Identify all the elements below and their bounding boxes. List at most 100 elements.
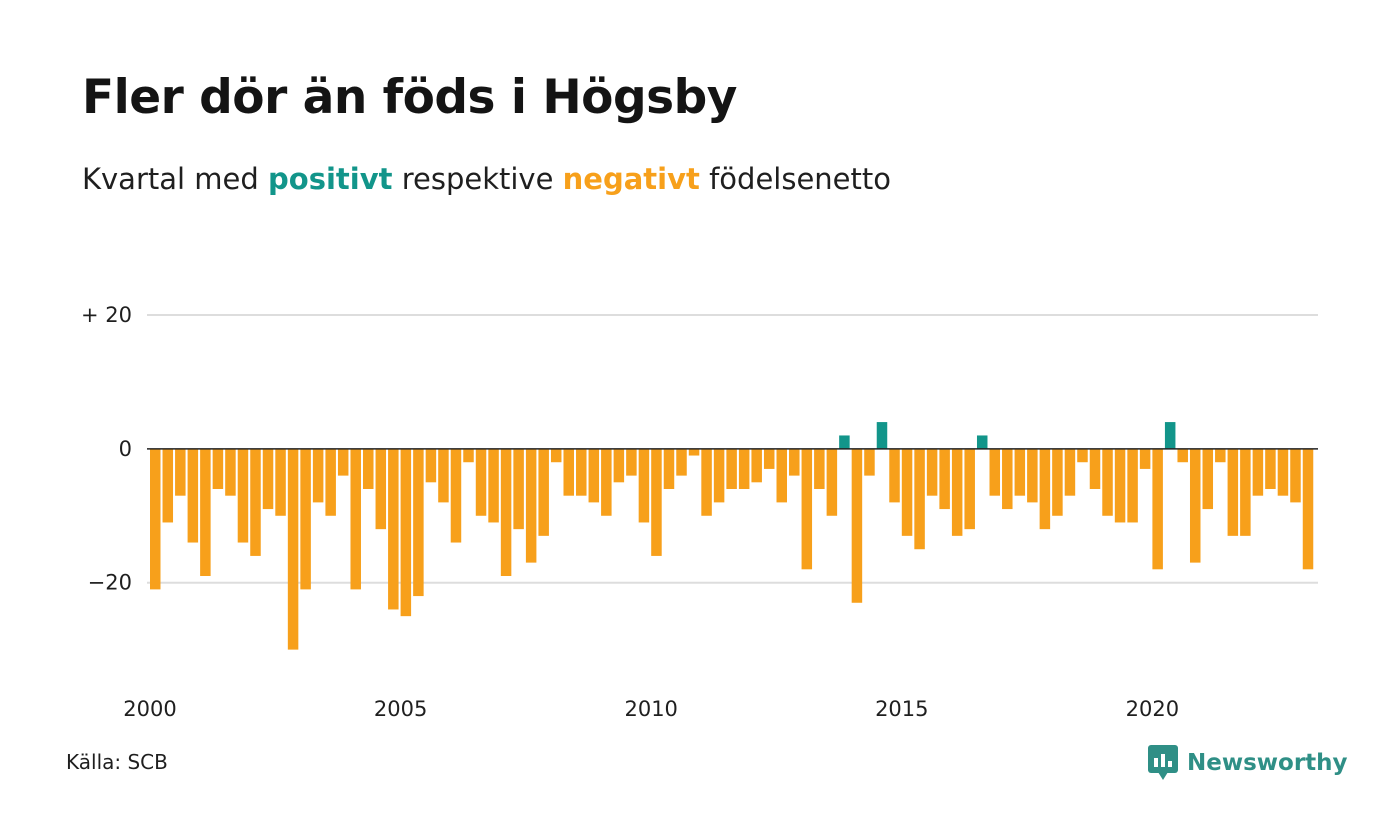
x-tick-label: 2005 (374, 697, 427, 721)
bar (212, 448, 224, 489)
bar (262, 448, 274, 510)
bar (1215, 448, 1226, 463)
bar (425, 448, 437, 483)
bar (876, 422, 888, 449)
bar (150, 448, 161, 590)
bar (225, 448, 236, 496)
bar (1052, 448, 1063, 516)
bar (713, 448, 725, 503)
bar (1202, 448, 1214, 510)
bar (939, 448, 950, 510)
bar (914, 448, 925, 550)
bar (325, 448, 336, 516)
bar (400, 448, 412, 617)
bar (1089, 448, 1101, 489)
bar (889, 448, 900, 503)
bar (638, 448, 650, 523)
bar (964, 448, 975, 530)
bar (789, 448, 800, 476)
bar (538, 448, 549, 536)
bar (463, 448, 474, 463)
bar (250, 448, 261, 556)
bar (651, 448, 662, 556)
bar (701, 448, 712, 516)
bar (1127, 448, 1138, 523)
bar (312, 448, 324, 503)
bar (200, 448, 211, 576)
bar (738, 448, 750, 489)
bar (613, 448, 625, 483)
bar (450, 448, 462, 543)
bar (488, 448, 499, 523)
y-tick-label: + 20 (81, 303, 132, 327)
bar (375, 448, 387, 530)
bar (1252, 448, 1264, 496)
chart-subtitle: Kvartal med positivt respektive negativt… (82, 162, 891, 196)
bar (851, 448, 863, 603)
bar (1077, 448, 1088, 463)
bar (776, 448, 787, 503)
brand-logo: Newsworthy (1148, 744, 1348, 782)
bar (1265, 448, 1276, 489)
bar (763, 448, 775, 469)
bar (951, 448, 963, 536)
subtitle-text-middle: respektive (392, 162, 563, 196)
bar (500, 448, 512, 576)
bar (1002, 448, 1013, 510)
bar (626, 448, 637, 476)
bar (976, 435, 988, 449)
bar (438, 448, 449, 503)
bar (751, 448, 762, 483)
bar (826, 448, 838, 516)
bar (1302, 448, 1314, 570)
y-tick-label: 0 (119, 437, 132, 461)
bar (1139, 448, 1151, 469)
bar (726, 448, 737, 489)
bar (550, 448, 562, 463)
bar (601, 448, 612, 516)
bar (1102, 448, 1113, 516)
bar (1027, 448, 1038, 503)
bar (175, 448, 186, 496)
bar (989, 448, 1001, 496)
x-tick-label: 2015 (875, 697, 928, 721)
bar (688, 448, 700, 456)
bar (1164, 422, 1176, 449)
bar (663, 448, 675, 489)
bar (814, 448, 825, 489)
bar (162, 448, 174, 523)
subtitle-positive-label: positivt (268, 162, 393, 196)
bar (1290, 448, 1301, 503)
bar (525, 448, 537, 563)
bar (363, 448, 374, 489)
bar (563, 448, 574, 496)
bar (839, 435, 850, 449)
bar (1114, 448, 1126, 523)
x-tick-label: 2000 (123, 697, 176, 721)
bar (513, 448, 524, 530)
bar (275, 448, 286, 516)
brand-name: Newsworthy (1187, 750, 1348, 776)
x-tick-label: 2020 (1126, 697, 1179, 721)
x-tick-label: 2010 (624, 697, 677, 721)
bar (300, 448, 311, 590)
bar (1240, 448, 1251, 536)
bar (413, 448, 424, 597)
bar (475, 448, 487, 516)
bar (926, 448, 938, 496)
subtitle-negative-label: negativt (562, 162, 700, 196)
newsworthy-logo-icon (1148, 745, 1178, 780)
subtitle-text-before: Kvartal med (82, 162, 269, 196)
bar (1152, 448, 1163, 570)
bar (237, 448, 249, 543)
bar (388, 448, 399, 610)
bar (1177, 448, 1188, 463)
bar (1014, 448, 1026, 496)
bar (1277, 448, 1289, 496)
bar (1064, 448, 1076, 496)
chart-title: Fler dör än föds i Högsby (82, 70, 737, 125)
bar (1227, 448, 1239, 536)
source-label: Källa: SCB (66, 750, 168, 774)
bar (864, 448, 875, 476)
